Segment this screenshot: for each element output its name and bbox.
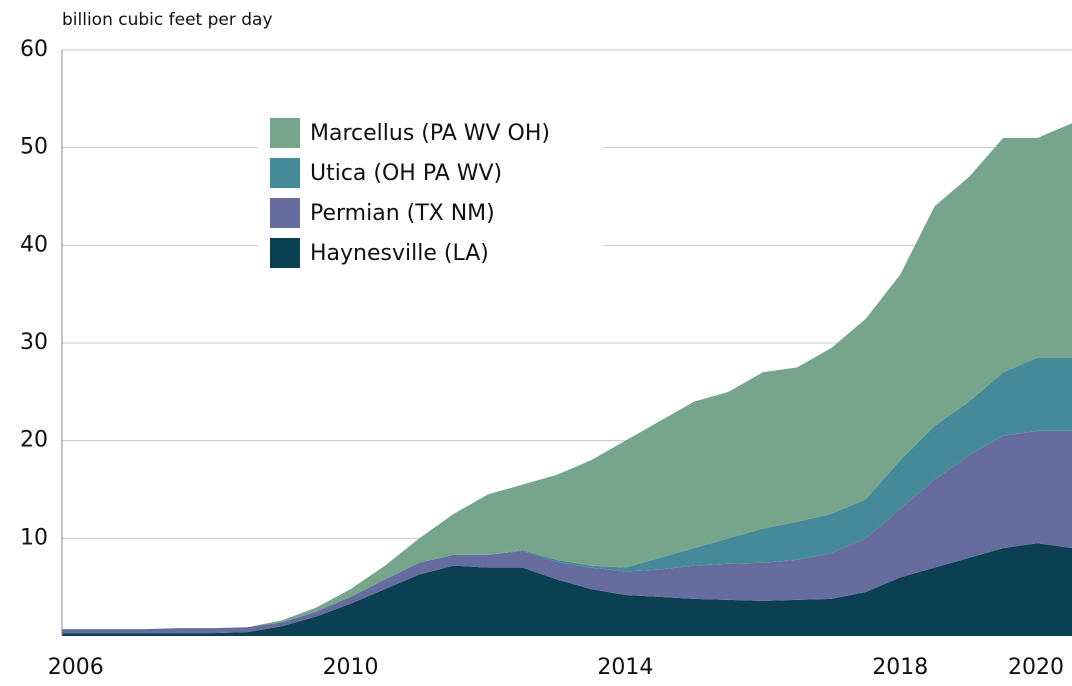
x-tick-label: 2010 (323, 655, 379, 680)
legend-swatch (270, 198, 300, 228)
legend-label: Marcellus (PA WV OH) (310, 121, 550, 146)
legend-label: Haynesville (LA) (310, 241, 489, 266)
x-tick-label: 2006 (48, 655, 104, 680)
x-tick-label: 2018 (872, 655, 928, 680)
area (62, 543, 1072, 636)
legend-swatch (270, 238, 300, 268)
y-tick-label: 20 (20, 428, 48, 453)
areas (62, 123, 1072, 636)
x-tick-label: 2014 (597, 655, 653, 680)
y-tick-label: 60 (20, 37, 48, 62)
legend-label: Permian (TX NM) (310, 201, 495, 226)
y-tick-label: 10 (20, 525, 48, 550)
y-tick-label: 30 (20, 330, 48, 355)
y-tick-label: 40 (20, 232, 48, 257)
legend-swatch (270, 158, 300, 188)
area (62, 123, 1072, 630)
legend: Marcellus (PA WV OH) Utica (OH PA WV) Perm… (258, 110, 603, 286)
area (62, 430, 1072, 634)
axes: 10 20 30 40 50 60 2006 2010 2014 2018 2020 (20, 37, 1064, 680)
x-tick-label: 2020 (1008, 655, 1064, 680)
y-tick-label: 50 (20, 135, 48, 160)
legend-label: Utica (OH PA WV) (310, 161, 502, 186)
legend-box (258, 110, 603, 286)
y-axis-label: billion cubic feet per day (62, 10, 273, 30)
legend-swatch (270, 118, 300, 148)
